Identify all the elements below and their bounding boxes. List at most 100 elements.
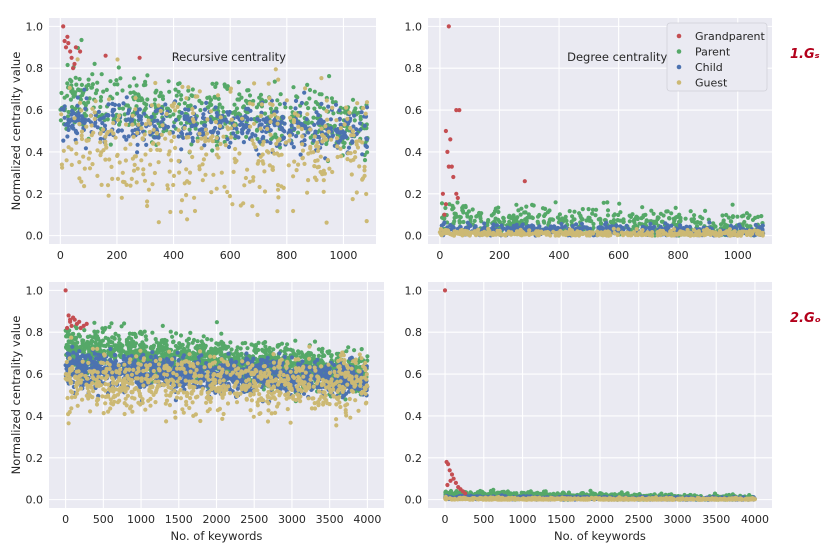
- data-point: [216, 155, 221, 160]
- data-point: [359, 110, 364, 115]
- data-point: [75, 95, 80, 100]
- data-point: [457, 108, 462, 113]
- data-point: [103, 142, 108, 147]
- data-point: [318, 154, 323, 159]
- data-point: [352, 118, 357, 123]
- x-tick-label: 0: [436, 249, 443, 262]
- data-point: [615, 232, 620, 237]
- data-point: [325, 117, 330, 122]
- data-point: [317, 119, 322, 124]
- data-point: [439, 201, 445, 206]
- data-point: [125, 111, 131, 116]
- data-point: [205, 337, 210, 342]
- data-point: [189, 142, 194, 147]
- data-point: [116, 113, 122, 118]
- data-point: [240, 131, 245, 136]
- data-point: [225, 137, 230, 142]
- data-point: [148, 162, 153, 167]
- data-point: [241, 126, 246, 131]
- data-point: [442, 212, 447, 217]
- data-point: [351, 124, 356, 129]
- x-tick-label: 1000: [724, 249, 752, 262]
- data-point: [289, 123, 294, 128]
- data-point: [164, 343, 169, 348]
- data-point: [560, 230, 565, 235]
- data-point: [277, 102, 282, 107]
- data-point: [470, 207, 475, 212]
- data-point: [200, 162, 205, 167]
- data-point: [88, 113, 93, 118]
- data-point: [601, 200, 606, 205]
- data-point: [167, 169, 172, 174]
- data-point: [298, 152, 303, 157]
- data-point: [251, 98, 256, 104]
- data-point: [190, 106, 195, 112]
- data-point: [187, 149, 192, 154]
- data-point: [338, 146, 343, 151]
- data-point: [718, 222, 724, 227]
- data-point: [285, 347, 290, 352]
- data-point: [231, 169, 236, 174]
- data-point: [79, 82, 84, 87]
- data-point: [499, 232, 504, 237]
- data-point: [455, 200, 460, 205]
- data-point: [84, 124, 89, 129]
- data-point: [308, 351, 313, 356]
- data-point: [95, 329, 100, 334]
- data-point: [165, 183, 170, 188]
- x-tick-label: 400: [163, 249, 184, 262]
- data-point: [105, 117, 110, 122]
- data-point: [302, 90, 307, 95]
- data-point: [98, 95, 104, 100]
- data-point: [98, 131, 103, 136]
- data-point: [354, 142, 359, 147]
- data-point: [81, 100, 87, 106]
- data-point: [704, 226, 710, 232]
- data-point: [727, 230, 732, 235]
- data-point: [124, 339, 129, 344]
- data-point: [593, 213, 598, 218]
- data-point: [187, 170, 193, 175]
- data-point: [553, 233, 558, 238]
- data-point: [567, 209, 572, 214]
- data-point: [94, 334, 99, 339]
- data-point: [530, 202, 535, 207]
- data-point: [65, 81, 70, 86]
- data-point: [130, 122, 135, 127]
- data-point: [443, 128, 448, 134]
- data-point: [95, 148, 100, 153]
- data-point: [201, 112, 206, 117]
- data-point: [163, 136, 168, 141]
- data-point: [296, 162, 301, 167]
- data-point: [669, 211, 674, 216]
- data-point: [683, 216, 688, 221]
- data-point: [491, 230, 496, 235]
- data-point: [524, 204, 529, 209]
- data-point: [257, 118, 262, 123]
- data-point: [210, 139, 215, 144]
- data-point: [156, 141, 161, 146]
- data-point: [99, 182, 104, 187]
- data-point: [210, 130, 215, 135]
- data-point: [275, 209, 280, 214]
- data-point: [98, 341, 103, 346]
- data-point: [350, 197, 355, 202]
- data-point: [153, 80, 158, 86]
- data-point: [746, 215, 751, 220]
- data-point: [491, 222, 496, 227]
- data-point: [330, 133, 335, 138]
- data-point: [171, 352, 176, 357]
- data-point: [243, 114, 248, 119]
- data-point: [580, 207, 585, 212]
- data-point: [136, 114, 141, 119]
- data-point: [291, 118, 297, 123]
- data-point: [150, 182, 155, 187]
- data-point: [468, 216, 473, 221]
- data-point: [262, 169, 267, 174]
- data-point: [300, 148, 306, 153]
- data-point: [180, 342, 185, 347]
- data-point: [590, 230, 596, 235]
- y-tick-label: 0.4: [405, 146, 423, 159]
- data-point: [66, 123, 71, 128]
- data-point: [70, 124, 75, 129]
